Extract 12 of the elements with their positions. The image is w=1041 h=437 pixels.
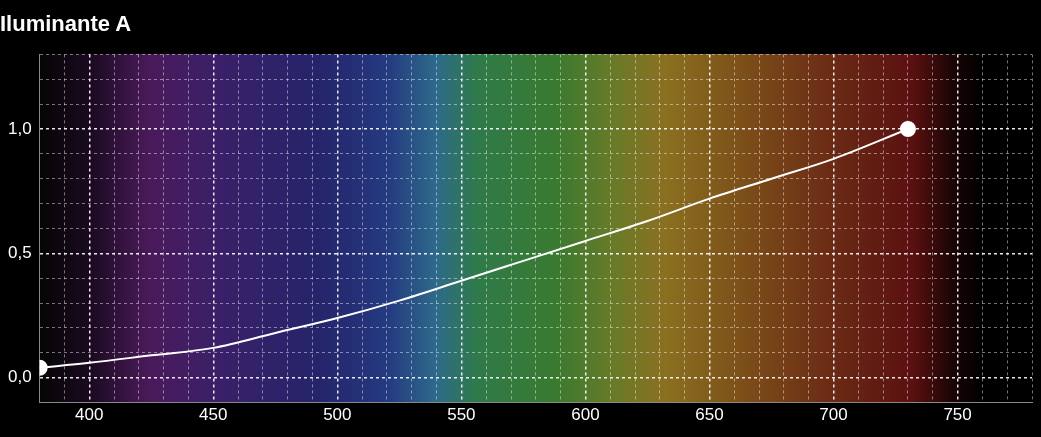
x-tick-label: 400 <box>75 405 104 425</box>
x-tick-label: 700 <box>819 405 848 425</box>
y-tick-label: 0,0 <box>7 367 32 387</box>
x-tick-label: 650 <box>695 405 724 425</box>
chart-title: Iluminante A <box>0 11 132 37</box>
x-tick-label: 600 <box>571 405 600 425</box>
y-tick-label: 0,5 <box>7 243 32 263</box>
y-tick-label: 1,0 <box>7 118 32 138</box>
x-tick-label: 750 <box>943 405 972 425</box>
x-tick-label: 450 <box>199 405 228 425</box>
x-tick-label: 500 <box>323 405 352 425</box>
x-tick-label: 550 <box>447 405 476 425</box>
